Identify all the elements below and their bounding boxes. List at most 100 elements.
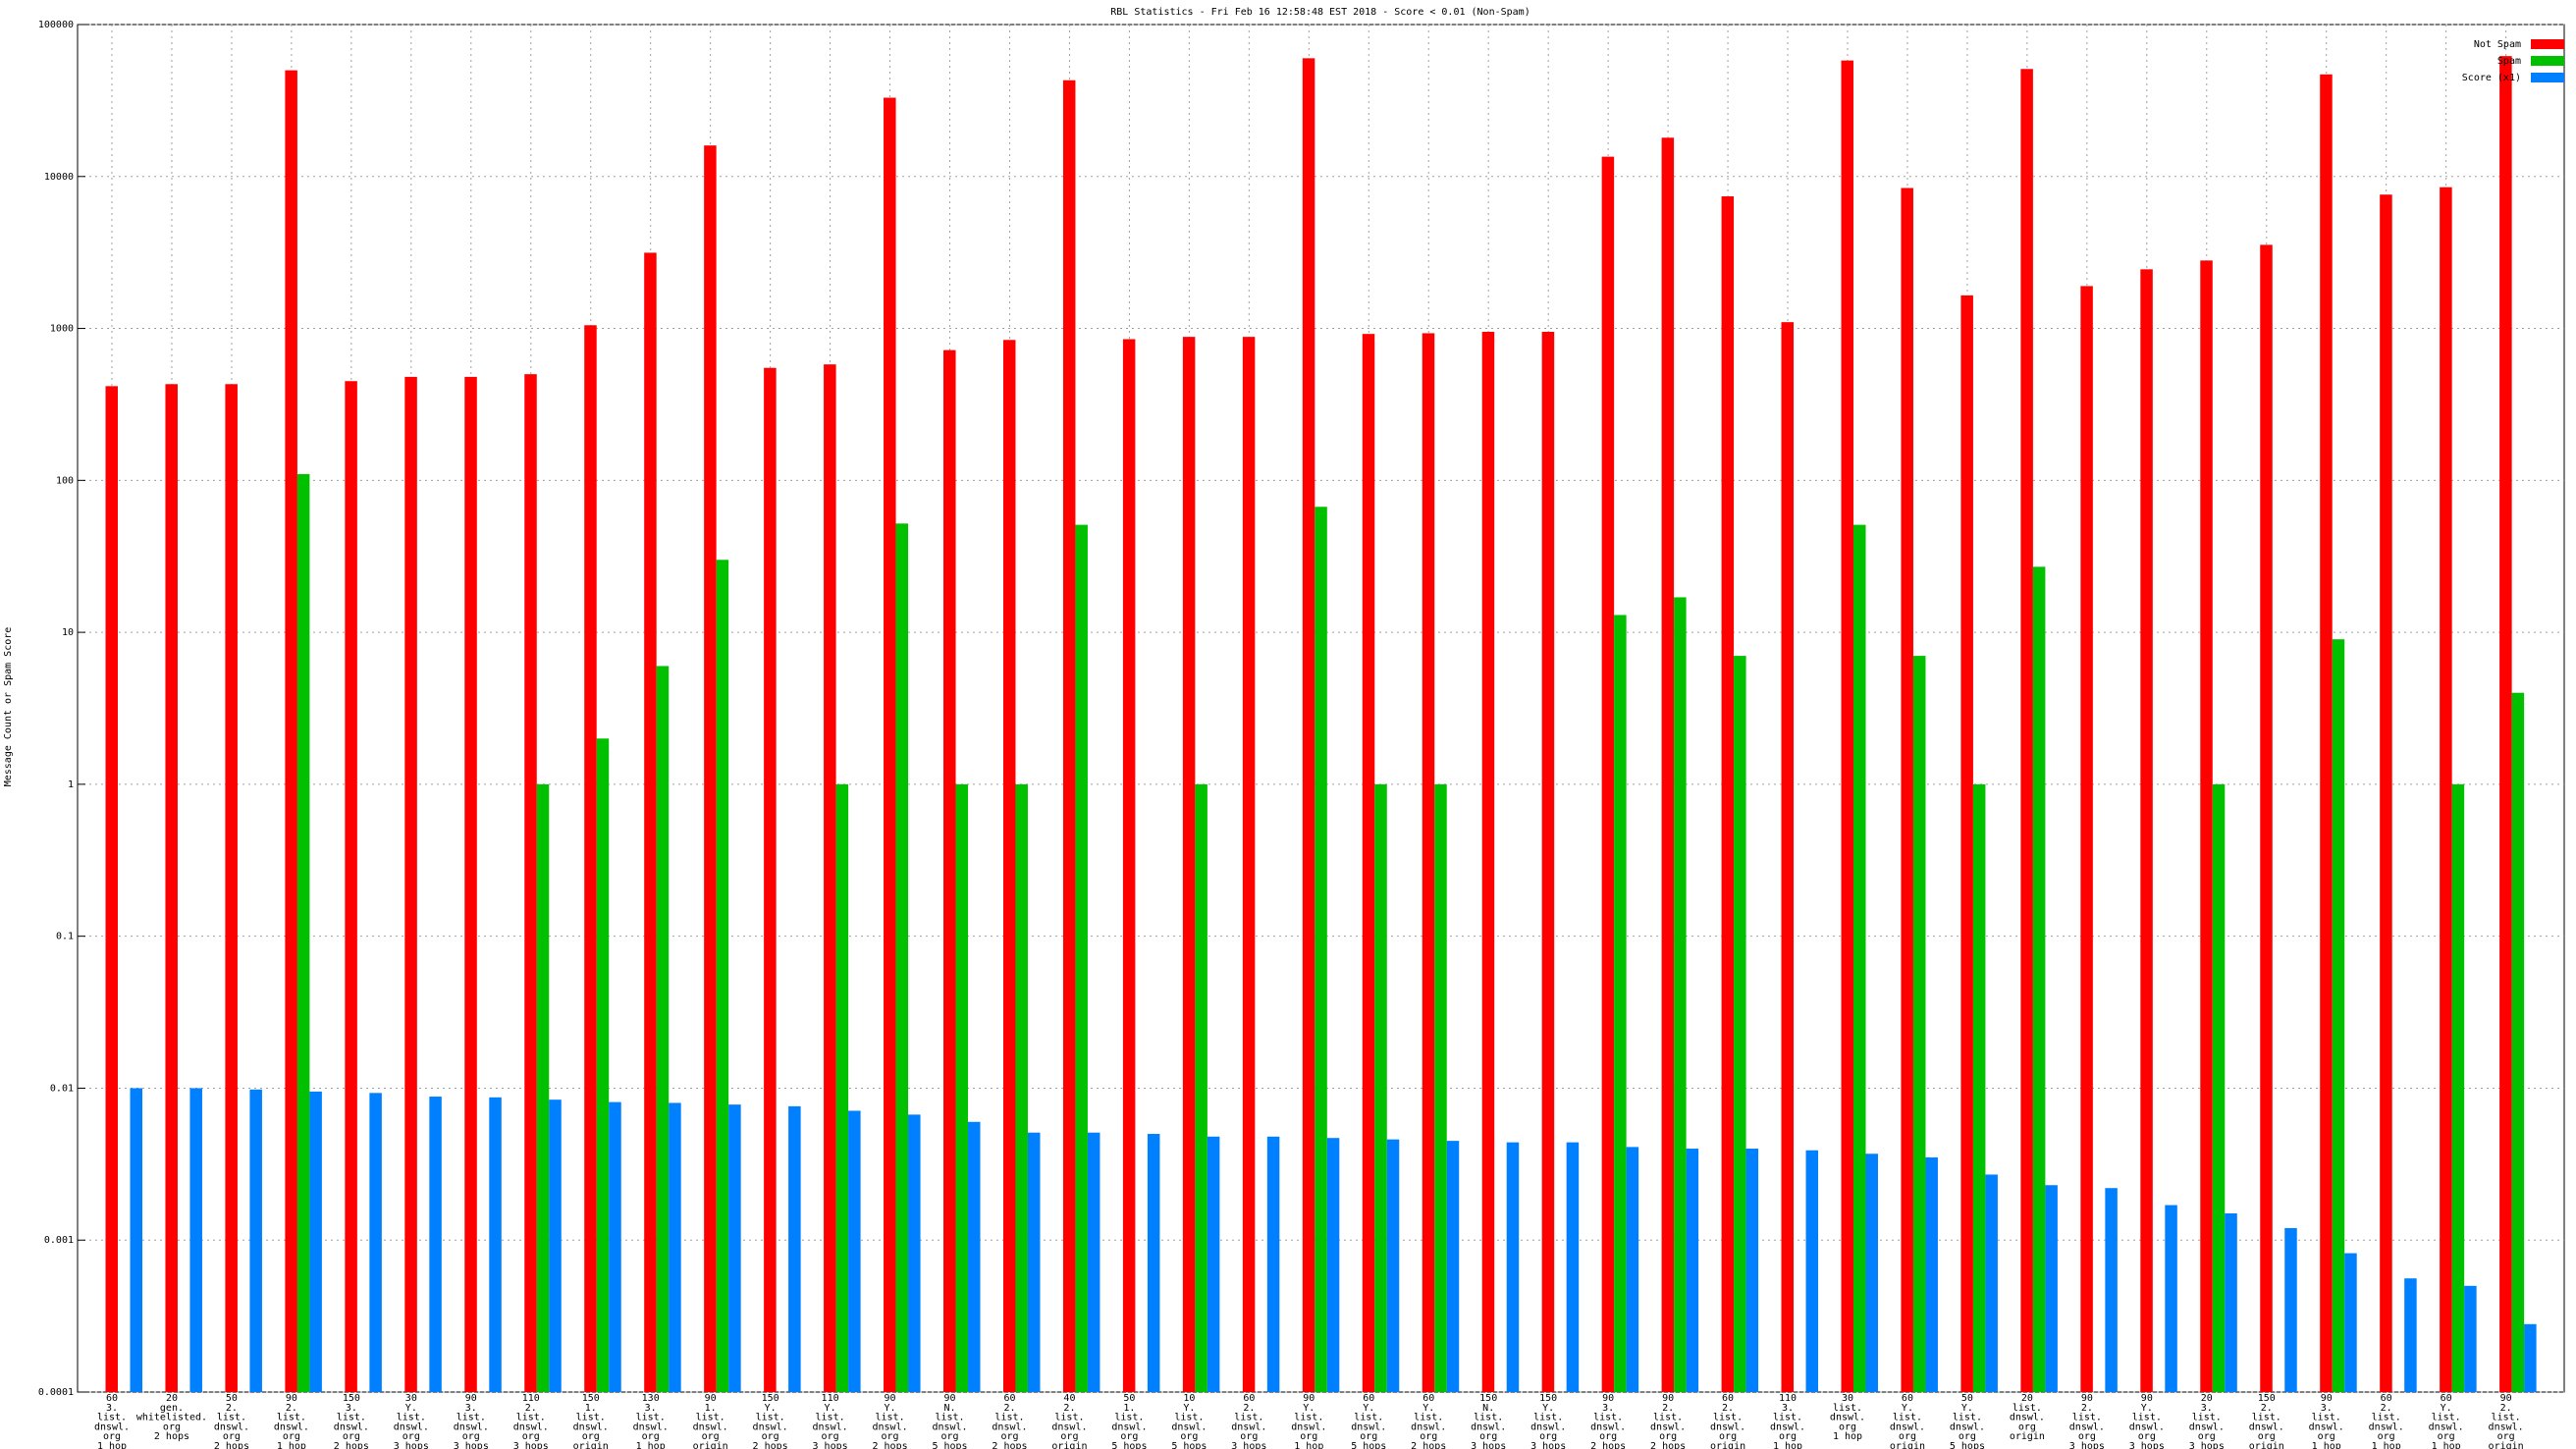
x-tick-label: 110 [522, 1393, 540, 1404]
x-tick-label: dnswl. [1231, 1422, 1266, 1432]
x-tick-label: N. [1482, 1403, 1494, 1414]
bar [1326, 1138, 1340, 1392]
x-tick-label: 5 hops [1171, 1441, 1207, 1449]
x-tick-label: origin [693, 1441, 728, 1449]
x-tick-label: list. [1294, 1413, 1323, 1423]
x-tick-label: dnswl. [2369, 1422, 2404, 1432]
x-tick-label: 60 [1243, 1393, 1255, 1404]
x-tick-label: 90 [943, 1393, 955, 1404]
bar [345, 381, 357, 1392]
x-tick-label: org [1539, 1431, 1557, 1442]
x-tick-label: 150 [343, 1393, 360, 1404]
x-tick-label: dnswl. [94, 1422, 130, 1432]
bar [2020, 69, 2033, 1393]
x-tick-label: list. [2312, 1413, 2341, 1423]
x-tick-label: 90 [1602, 1393, 1614, 1404]
x-tick-label: dnswl. [932, 1422, 967, 1432]
x-tick-label: 2. [2500, 1403, 2512, 1414]
x-tick-label: 90 [1303, 1393, 1315, 1404]
x-tick-label: dnswl. [2249, 1422, 2284, 1432]
x-tick-label: 90 [286, 1393, 297, 1404]
bar [1195, 783, 1208, 1392]
bar [1315, 507, 1327, 1392]
x-tick-label: origin [573, 1441, 609, 1449]
x-tick-label: 1 hop [97, 1441, 127, 1449]
bar [2140, 269, 2153, 1392]
x-tick-label: Y. [1422, 1403, 1434, 1414]
x-tick-label: org [1959, 1431, 1976, 1442]
bar [2212, 783, 2226, 1392]
bar [404, 376, 417, 1392]
x-tick-label: dnswl. [2429, 1422, 2464, 1432]
bar [1422, 333, 1435, 1392]
bar [609, 1101, 621, 1392]
x-tick-label: dnswl. [1650, 1422, 1686, 1432]
bar [1960, 295, 1973, 1393]
x-tick-label: 3. [1782, 1403, 1794, 1414]
bar [1566, 1142, 1580, 1392]
x-tick-label: origin [1890, 1441, 1925, 1449]
x-tick-label: dnswl. [394, 1422, 429, 1432]
x-tick-label: 40 [1063, 1393, 1075, 1404]
x-tick-label: org [1180, 1431, 1198, 1442]
bar [1925, 1157, 1938, 1392]
x-tick-label: origin [2010, 1431, 2045, 1442]
x-tick-label: list. [1953, 1413, 1982, 1423]
x-tick-label: org [822, 1431, 839, 1442]
x-tick-label: 110 [1779, 1393, 1797, 1404]
x-tick-label: org [522, 1431, 540, 1442]
x-tick-label: 3 hops [1231, 1441, 1266, 1449]
y-axis-label: Message Count or Spam Score [3, 627, 14, 787]
x-tick-label: dnswl. [1590, 1422, 1626, 1432]
y-tick-label: 0.1 [56, 932, 74, 942]
x-tick-label: org [2018, 1422, 2036, 1432]
x-tick-label: dnswl. [1710, 1422, 1745, 1432]
x-tick-label: 60 [1003, 1393, 1015, 1404]
x-tick-label: org [1420, 1431, 1437, 1442]
x-tick-label: Y. [765, 1403, 777, 1414]
x-tick-label: list. [2132, 1413, 2162, 1423]
x-tick-label: list. [1653, 1413, 1683, 1423]
bar [369, 1093, 382, 1392]
bar [1686, 1149, 1699, 1392]
x-tick-label: 20 [2201, 1393, 2213, 1404]
x-tick-label: Y. [1542, 1403, 1554, 1414]
x-tick-label: 5 hops [932, 1441, 967, 1449]
x-tick-label: 150 [582, 1393, 600, 1404]
bar [728, 1104, 741, 1392]
x-tick-label: list. [756, 1413, 785, 1423]
x-tick-label: org [1479, 1431, 1497, 1442]
x-tick-label: dnswl. [1351, 1422, 1386, 1432]
x-tick-label: 2. [226, 1403, 238, 1414]
x-tick-label: N. [943, 1403, 955, 1414]
x-tick-label: 2. [286, 1403, 297, 1414]
x-tick-label: list. [636, 1413, 666, 1423]
x-tick-label: list. [1713, 1413, 1743, 1423]
bar [249, 1089, 262, 1392]
x-tick-label: 1. [585, 1403, 597, 1414]
x-tick-label: org [2378, 1431, 2395, 1442]
bar [848, 1110, 861, 1392]
x-tick-label: gen. [160, 1403, 184, 1414]
x-tick-label: origin [2249, 1441, 2284, 1449]
bar [1626, 1147, 1639, 1392]
x-tick-label: 30 [405, 1393, 417, 1404]
x-tick-label: org [1659, 1431, 1677, 1442]
bar [2200, 260, 2213, 1392]
x-tick-label: list. [2072, 1413, 2102, 1423]
legend-swatch [2531, 56, 2564, 66]
bar [2440, 187, 2452, 1393]
x-tick-label: dnswl. [334, 1422, 369, 1432]
x-tick-label: 60 [2441, 1393, 2452, 1404]
bar [2032, 566, 2046, 1392]
x-tick-label: org [1300, 1431, 1317, 1442]
x-tick-label: org [1000, 1431, 1018, 1442]
x-tick-label: dnswl. [1890, 1422, 1925, 1432]
legend-swatch [2531, 73, 2564, 82]
bar [524, 374, 537, 1392]
bar [1865, 1154, 1878, 1392]
x-tick-label: dnswl. [2129, 1422, 2165, 1432]
x-tick-label: 2 hops [992, 1441, 1027, 1449]
x-tick-label: org [1719, 1431, 1737, 1442]
x-tick-label: dnswl. [1111, 1422, 1147, 1432]
